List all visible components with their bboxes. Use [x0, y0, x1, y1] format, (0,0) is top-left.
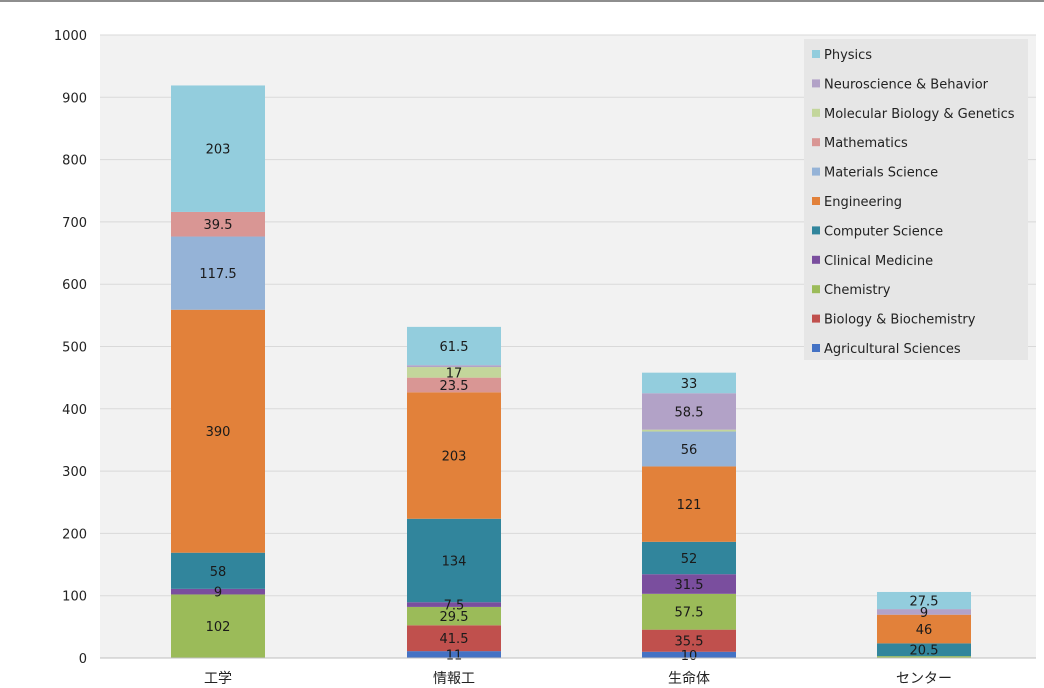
data-label: 10: [681, 649, 698, 664]
y-tick-label: 0: [79, 652, 87, 667]
legend-entry: Engineering: [824, 195, 902, 210]
y-tick-label: 700: [62, 216, 87, 231]
legend-entry: Materials Science: [824, 166, 938, 181]
y-tick-label: 600: [62, 278, 87, 293]
legend-swatch: [812, 285, 820, 293]
data-label: 102: [206, 620, 231, 635]
y-tick-label: 200: [62, 527, 87, 542]
data-label: 390: [206, 425, 231, 440]
data-label: 58.5: [675, 405, 704, 420]
data-label: 117.5: [199, 267, 236, 282]
x-category-label: 工学: [204, 671, 232, 687]
data-label: 17: [446, 366, 463, 381]
legend-entry: Neuroscience & Behavior: [824, 77, 989, 92]
data-label: 20.5: [910, 644, 939, 659]
data-label: 9: [214, 586, 222, 601]
data-label: 203: [206, 143, 231, 158]
data-label: 35.5: [675, 635, 704, 650]
legend-entry: Physics: [824, 48, 872, 63]
y-tick-label: 800: [62, 154, 87, 169]
legend-swatch: [812, 315, 820, 323]
bar-segment: [642, 430, 736, 432]
x-category-label: 生命体: [668, 670, 710, 687]
legend-entry: Clinical Medicine: [824, 254, 933, 269]
data-label: 58: [210, 565, 227, 580]
legend-entry: Chemistry: [824, 283, 891, 298]
data-label: 39.5: [204, 218, 233, 233]
legend: Physics Neuroscience & Behavior Molecular …: [804, 39, 1028, 360]
legend-entry: Biology & Biochemistry: [824, 313, 976, 328]
data-label: 27.5: [910, 595, 939, 610]
legend-entry: Molecular Biology & Genetics: [824, 107, 1015, 122]
data-label: 61.5: [440, 340, 469, 355]
legend-swatch: [812, 226, 820, 234]
y-tick-label: 400: [62, 403, 87, 418]
data-label: 31.5: [675, 578, 704, 593]
y-tick-label: 900: [62, 91, 87, 106]
y-tick-label: 500: [62, 341, 87, 356]
legend-swatch: [812, 50, 820, 58]
y-tick-label: 300: [62, 465, 87, 480]
legend-swatch: [812, 138, 820, 146]
legend-entry: Agricultural Sciences: [824, 342, 961, 357]
data-label: 203: [442, 450, 467, 465]
data-label: 121: [677, 498, 702, 513]
data-label: 7.5: [444, 599, 465, 614]
legend-swatch: [812, 344, 820, 352]
data-label: 33: [681, 377, 698, 392]
data-label: 11: [446, 649, 463, 664]
y-tick-label: 1000: [54, 29, 87, 44]
legend-swatch: [812, 79, 820, 87]
legend-entry: Mathematics: [824, 136, 908, 151]
x-category-label: 情報工: [433, 671, 475, 687]
data-label: 134: [442, 555, 467, 570]
legend-swatch: [812, 197, 820, 205]
data-label: 56: [681, 443, 698, 458]
legend-swatch: [812, 109, 820, 117]
x-axis: 工学 情報工 生命体 センター: [100, 658, 1036, 687]
legend-swatch: [812, 256, 820, 264]
data-label: 57.5: [675, 606, 704, 621]
y-axis: 0 100 200 300 400 500 600 700 800 900 1000: [54, 29, 87, 667]
legend-swatch: [812, 168, 820, 176]
y-tick-label: 100: [62, 590, 87, 605]
legend-entry: Computer Science: [824, 224, 943, 239]
data-label: 46: [916, 623, 933, 638]
data-label: 52: [681, 552, 698, 567]
data-label: 41.5: [440, 632, 469, 647]
x-category-label: センター: [896, 671, 952, 687]
